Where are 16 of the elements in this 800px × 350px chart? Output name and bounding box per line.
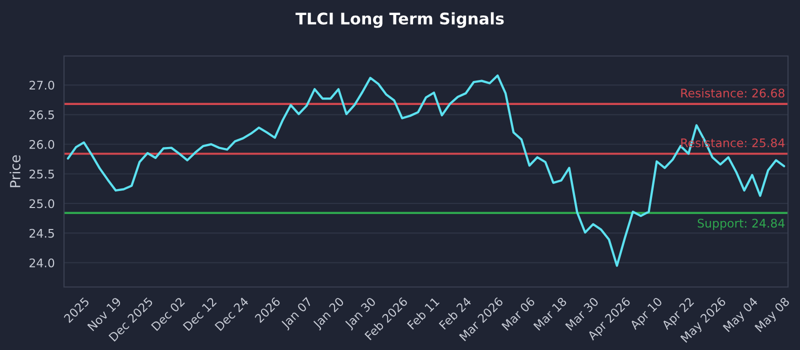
x-tick-label: Feb 11 — [406, 296, 440, 330]
y-tick-label: 24.0 — [30, 258, 54, 268]
y-tick-label: 26.0 — [30, 140, 54, 149]
y-tick-label: 25.5 — [30, 170, 54, 179]
chart-title: TLCI Long Term Signals — [296, 12, 504, 28]
y-tick-label: 26.5 — [30, 110, 54, 120]
y-tick-label: 25.0 — [30, 199, 54, 208]
x-tick-label: Jan 20 — [312, 296, 346, 331]
line-series — [66, 74, 786, 267]
x-tick-label: Apr 10 — [629, 296, 664, 332]
y-tick-label: 24.5 — [30, 228, 54, 238]
y-axis-title: Price — [10, 155, 20, 188]
x-tick-label: Jan 07 — [280, 296, 314, 331]
y-tick-label: 27.0 — [30, 80, 54, 90]
ref-line-label: Support: 24.84 — [698, 218, 785, 230]
ref-line-label: Resistance: 26.68 — [681, 88, 784, 98]
